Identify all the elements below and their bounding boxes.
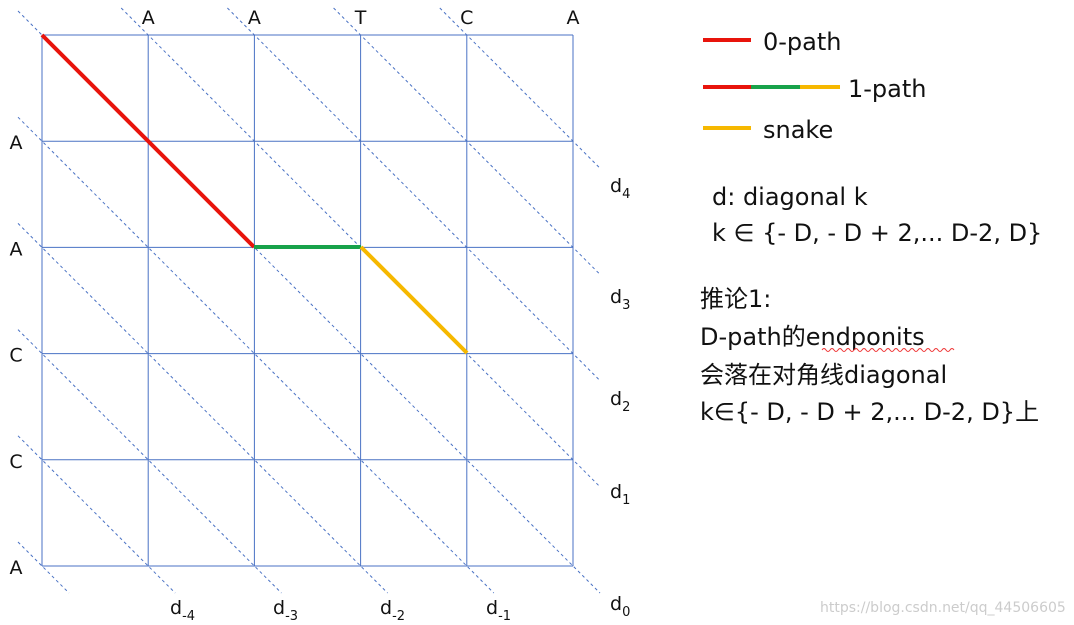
- diagonal-label: d-1: [486, 597, 511, 624]
- column-label: A: [142, 7, 155, 29]
- snake: [359, 245, 469, 355]
- diagonal-line: [17, 541, 70, 594]
- legend-label: snake: [763, 116, 833, 144]
- diagonal-sub: 1: [622, 493, 630, 508]
- diagonal-line: [17, 435, 176, 594]
- diagonal-sub: 3: [622, 298, 630, 313]
- diagonal-sub: -1: [498, 609, 511, 624]
- corollary-line: 会落在对角线diagonal: [700, 361, 947, 389]
- row-label: A: [10, 557, 23, 579]
- spellcheck-underline: [821, 348, 955, 352]
- diagonal-line: [17, 116, 495, 594]
- diagonal-line: [17, 223, 388, 594]
- diagonal-sub: 2: [622, 400, 630, 415]
- diagonal-base: d: [486, 597, 498, 619]
- diagonal-line: [227, 7, 601, 381]
- diagonal-line: [17, 10, 601, 594]
- row-label: C: [9, 451, 22, 473]
- corollary-line: D-path的endponits: [700, 323, 925, 351]
- diagonal-label: d-3: [273, 597, 298, 624]
- watermark: https://blog.csdn.net/qq_44506605: [820, 600, 1066, 616]
- diagonal-label: d4: [610, 175, 630, 202]
- diagonal-base: d: [610, 175, 622, 197]
- diagonal-label: d2: [610, 388, 630, 415]
- definition-line: k ∈ {- D, - D + 2,... D-2, D}: [712, 219, 1042, 247]
- row-label: A: [10, 238, 23, 260]
- diagonal-base: d: [610, 593, 622, 615]
- diagonal-label: d1: [610, 481, 630, 508]
- diagonal-sub: -2: [392, 609, 405, 624]
- column-label: C: [460, 7, 473, 29]
- diagonal-sub: 0: [622, 605, 630, 620]
- row-label: A: [10, 132, 23, 154]
- diagonal-label: d-2: [380, 597, 405, 624]
- corollary-line: k∈{- D, - D + 2,... D-2, D}上: [700, 398, 1039, 426]
- diagonal-sub: -3: [285, 609, 298, 624]
- zero-path: [40, 33, 256, 249]
- legend: 0-path 1-path snake: [703, 28, 927, 144]
- column-label: A: [248, 7, 261, 29]
- diagonal-label: d3: [610, 286, 630, 313]
- column-label: A: [567, 7, 580, 29]
- diagonal-label: d-4: [170, 597, 195, 624]
- diagonal-base: d: [380, 597, 392, 619]
- column-label: T: [354, 7, 367, 29]
- diagonal-sub: -4: [182, 609, 195, 624]
- diagonal-label: d0: [610, 593, 630, 620]
- corollary-line: 推论1:: [700, 285, 771, 313]
- diagonal-line: [439, 7, 601, 169]
- diagonal-base: d: [273, 597, 285, 619]
- diagonal-base: d: [610, 481, 622, 503]
- definition-line: d: diagonal k: [712, 183, 868, 211]
- diagonal-base: d: [170, 597, 182, 619]
- diagonal-sub: 4: [622, 187, 630, 202]
- row-label: C: [9, 345, 22, 367]
- legend-label: 1-path: [848, 75, 927, 103]
- diagonal-base: d: [610, 286, 622, 308]
- legend-label: 0-path: [763, 28, 842, 56]
- diagonal-base: d: [610, 388, 622, 410]
- diagonal-line: [17, 329, 282, 594]
